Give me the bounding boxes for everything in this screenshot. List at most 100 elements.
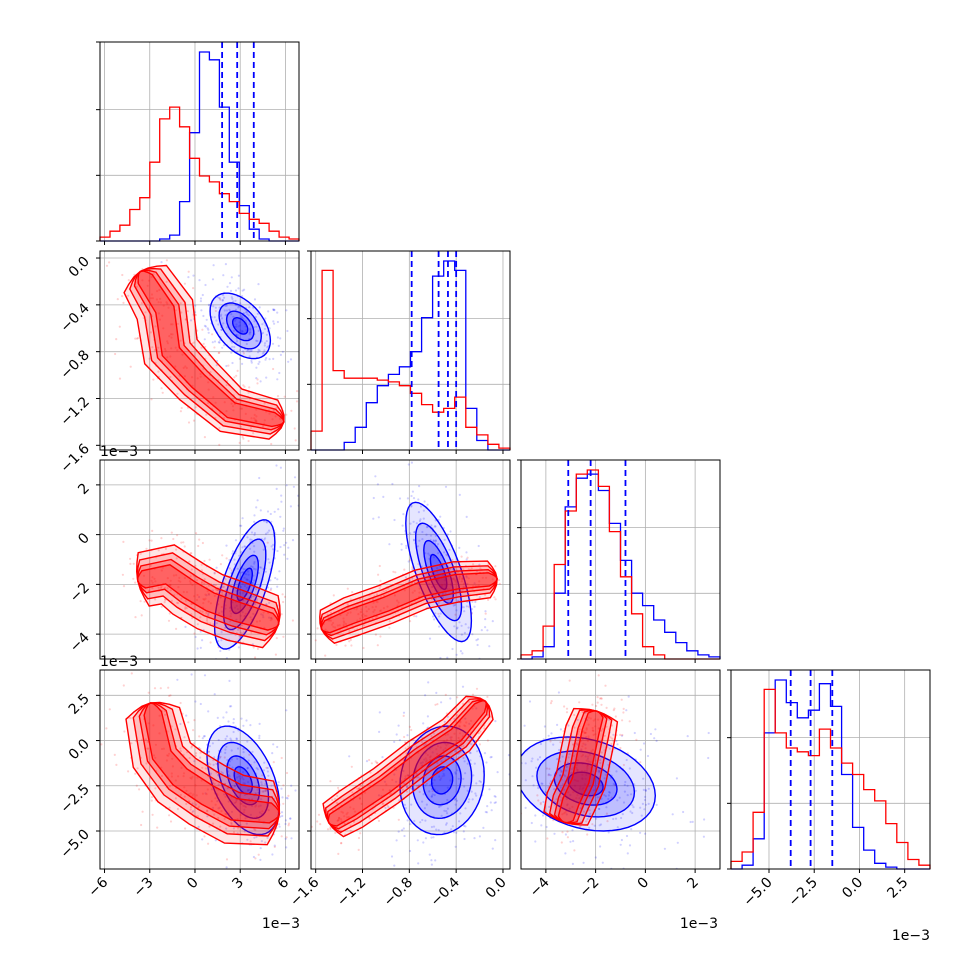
scatter-point: [270, 442, 273, 446]
scatter-point: [200, 346, 203, 349]
scatter-point: [255, 419, 258, 422]
scatter-point: [361, 616, 364, 619]
scatter-point: [494, 724, 496, 726]
scatter-point: [223, 817, 226, 821]
scatter-point: [440, 583, 443, 587]
scatter-point: [336, 794, 339, 798]
scatter-point: [253, 562, 256, 565]
scatter-point: [421, 800, 424, 803]
y-tick-label: −1.2: [57, 394, 92, 429]
scatter-point: [462, 756, 465, 760]
scatter-point: [233, 801, 236, 804]
scatter-point: [445, 744, 448, 747]
scatter-point: [224, 748, 227, 751]
scatter-point: [225, 304, 228, 307]
scatter-point: [135, 784, 138, 787]
scatter-point: [437, 552, 440, 555]
scatter-point: [216, 716, 219, 720]
scatter-point: [249, 328, 252, 332]
scatter-point: [432, 539, 435, 542]
scatter-point: [219, 596, 222, 599]
scatter-point: [214, 309, 217, 313]
scatter-point: [549, 740, 552, 743]
scatter-point: [263, 344, 266, 347]
scatter-point: [720, 820, 722, 822]
scatter-point: [232, 831, 236, 834]
scatter-point: [484, 810, 487, 814]
scatter-point: [581, 777, 584, 780]
scatter-point: [279, 515, 282, 518]
scatter-point: [207, 750, 210, 753]
scatter-point: [444, 485, 448, 488]
scatter-point: [450, 828, 453, 831]
scatter-point: [105, 727, 108, 730]
scatter-point: [115, 338, 118, 341]
scatter-point: [407, 774, 410, 777]
scatter-point: [342, 620, 345, 623]
scatter-point: [167, 619, 171, 622]
scatter-point: [272, 761, 275, 764]
scatter-point: [385, 589, 388, 592]
scatter-point: [250, 631, 253, 634]
scatter-point: [136, 337, 139, 340]
scatter-point: [461, 685, 465, 688]
scatter-point: [413, 589, 416, 592]
scatter-point: [251, 804, 254, 808]
scatter-point: [174, 309, 177, 312]
scatter-point: [213, 594, 216, 598]
scatter-point: [246, 668, 248, 670]
scatter-point: [237, 827, 240, 830]
scatter-point: [643, 808, 646, 811]
scatter-point: [630, 793, 633, 796]
scatter-point: [458, 621, 461, 624]
scatter-point: [167, 686, 170, 689]
scatter-point: [230, 822, 233, 826]
scatter-point: [564, 769, 568, 772]
scatter-point: [588, 812, 592, 815]
scatter-point: [591, 703, 594, 706]
scatter-point: [134, 739, 137, 742]
scatter-point: [282, 600, 285, 604]
scatter-point: [237, 628, 240, 631]
scatter-point: [291, 619, 294, 622]
scatter-point: [212, 763, 215, 766]
scatter-point: [272, 367, 275, 371]
panel-frame: [310, 669, 511, 870]
scatter-point: [204, 593, 207, 596]
density-fill: [430, 554, 447, 590]
scatter-point: [203, 338, 206, 341]
scatter-point: [430, 795, 433, 798]
scatter-point: [418, 591, 421, 594]
scatter-point: [263, 342, 267, 345]
scatter-point: [228, 567, 231, 570]
scatter-point: [150, 293, 154, 296]
scatter-point: [160, 537, 163, 540]
scatter-point: [267, 310, 270, 313]
scatter-point: [208, 825, 211, 828]
scatter-point: [451, 559, 454, 562]
scatter-point: [486, 739, 489, 742]
scatter-point: [204, 325, 207, 328]
scatter-point: [409, 532, 412, 535]
scatter-point: [331, 798, 334, 802]
density-fill: [544, 708, 618, 825]
scatter-point: [454, 797, 457, 801]
scatter-point: [445, 553, 448, 556]
scatter-point: [410, 803, 413, 806]
scatter-point: [236, 340, 239, 343]
scatter-point: [412, 538, 415, 541]
scatter-point: [424, 784, 427, 787]
scatter-point: [147, 691, 150, 694]
scatter-point: [364, 413, 366, 415]
scatter-point: [436, 745, 439, 748]
contour-line: [136, 564, 280, 631]
scatter-point: [368, 758, 371, 762]
scatter-point: [478, 596, 481, 599]
scatter-point: [561, 783, 565, 786]
scatter-point: [204, 345, 207, 348]
scatter-point: [276, 395, 280, 398]
scatter-point: [205, 619, 209, 622]
scatter-point: [600, 729, 603, 732]
scatter-point: [513, 805, 515, 807]
scatter-point: [244, 545, 247, 548]
